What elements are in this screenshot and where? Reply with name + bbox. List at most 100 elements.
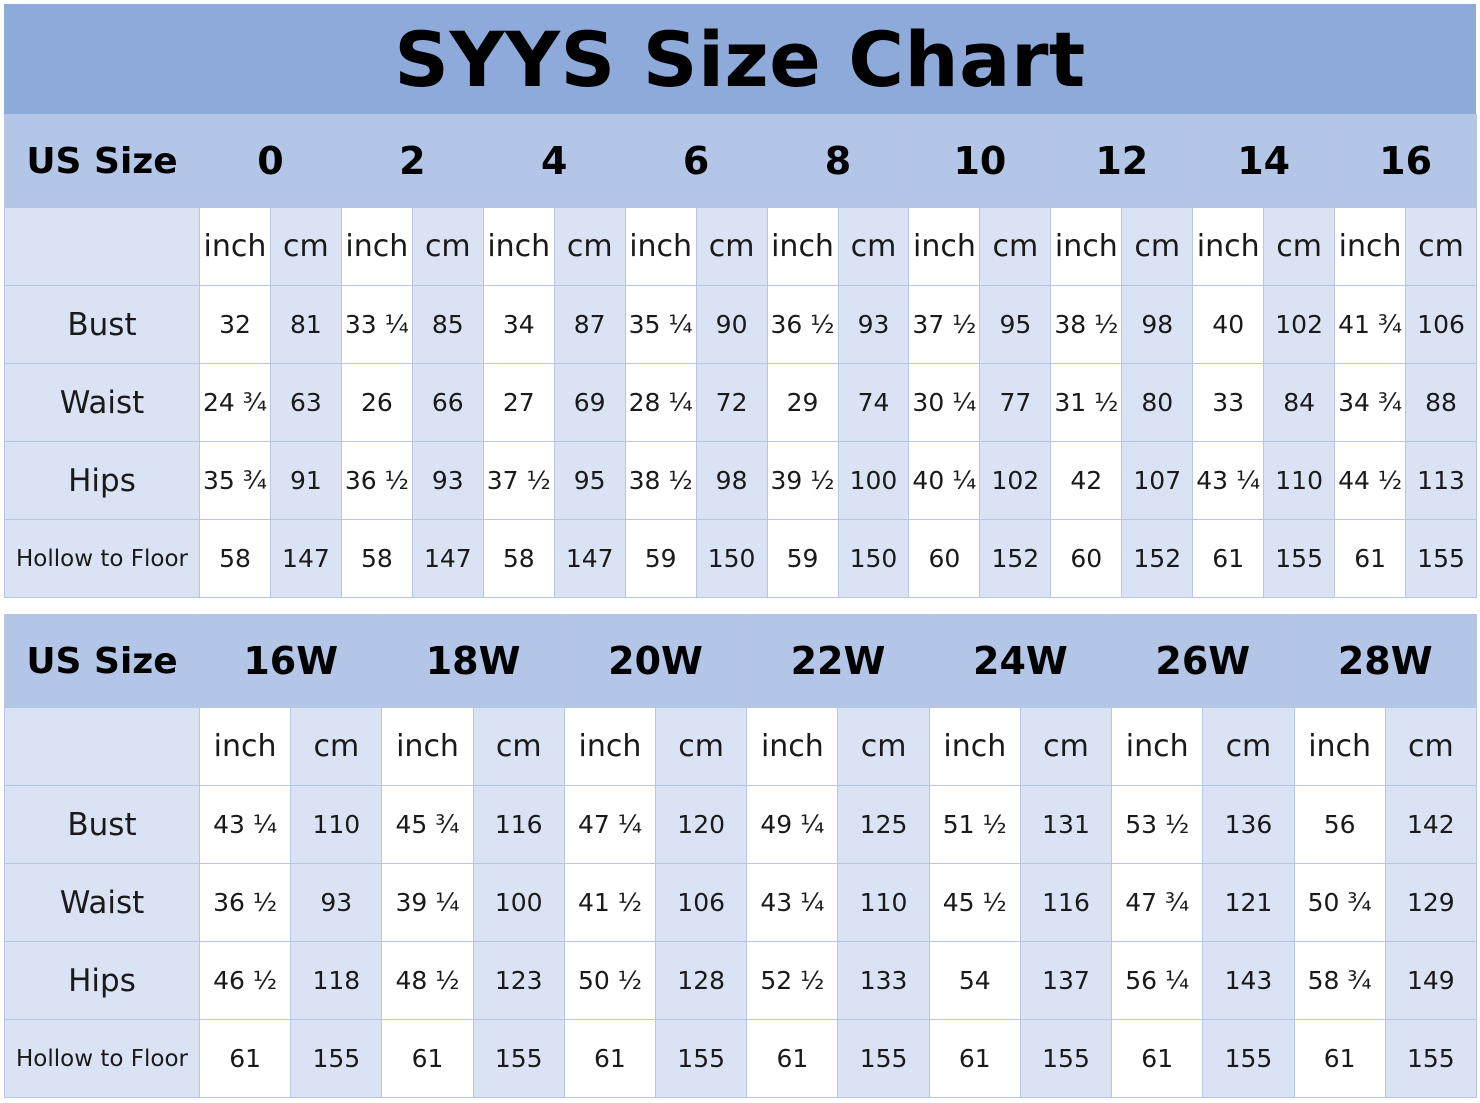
size-header-cell: 16W [198,614,383,708]
cm-value-cell: 100 [472,863,565,942]
inch-value-cell: 50 ¾ [1293,863,1386,942]
inch-value-cell: 49 ¼ [746,785,839,864]
unit-header-row: inch cm inch cm inch cm inch cm inch cm inch cm inch… [4,707,1477,786]
cm-value-cell: 121 [1202,863,1295,942]
cm-value-cell: 74 [837,363,910,442]
unit-cm-cell: cm [1019,707,1113,786]
inch-value-cell: 52 ½ [746,941,839,1020]
inch-value-cell: 58 ¾ [1293,941,1386,1020]
cm-value-cell: 136 [1202,785,1295,864]
inch-value-cell: 27 [482,363,555,442]
cm-value-cell: 129 [1384,863,1477,942]
measurement-row: Bust 43 ¼ 110 45 ¾ 116 47 ¼ 120 49 ¼ 125 51 ½ 131 5… [4,785,1477,864]
inch-value-cell: 54 [928,941,1021,1020]
cm-value-cell: 120 [655,785,748,864]
inch-value-cell: 46 ½ [198,941,292,1020]
cm-value-cell: 93 [837,285,910,364]
cm-value-cell: 110 [1263,441,1336,520]
cm-value-cell: 147 [411,519,484,598]
inch-value-cell: 28 ¼ [624,363,697,442]
cm-value-cell: 90 [695,285,768,364]
unit-inch-cell: inch [340,207,413,286]
unit-inch-cell: inch [199,207,271,286]
unit-cm-cell: cm [1202,707,1295,786]
cm-value-cell: 128 [655,941,748,1020]
measurement-label: Bust [4,285,200,364]
cm-value-cell: 155 [837,1019,930,1098]
inch-value-cell: 38 ½ [624,441,697,520]
unit-inch-cell: inch [198,707,292,786]
cm-value-cell: 143 [1202,941,1295,1020]
cm-value-cell: 98 [695,441,768,520]
cm-value-cell: 77 [979,363,1052,442]
size-table-plus: US Size 16W 18W 20W 22W 24W 26W 28W inch cm inch cm… [4,614,1477,1098]
inch-value-cell: 61 [1111,1019,1204,1098]
cm-value-cell: 147 [553,519,626,598]
cm-value-cell: 69 [553,363,626,442]
measurement-row: Hips 46 ½ 118 48 ½ 123 50 ½ 128 52 ½ 133 54 137 56 … [4,941,1477,1020]
cm-value-cell: 155 [472,1019,565,1098]
cm-value-cell: 85 [411,285,484,364]
size-header-cell: 24W [928,614,1113,708]
cm-value-cell: 93 [411,441,484,520]
measurement-row: Waist 36 ½ 93 39 ¼ 100 41 ½ 106 43 ¼ 110 45 ½ 116 4… [4,863,1477,942]
size-header-cell: 4 [482,114,626,208]
inch-value-cell: 36 ½ [340,441,413,520]
unit-cm-cell: cm [837,707,930,786]
inch-value-cell: 50 ½ [563,941,657,1020]
size-header-cell: 2 [340,114,484,208]
cm-value-cell: 149 [1384,941,1477,1020]
inch-value-cell: 51 ½ [928,785,1021,864]
cm-value-cell: 63 [269,363,342,442]
cm-value-cell: 81 [269,285,342,364]
cm-value-cell: 95 [553,441,626,520]
cm-value-cell: 131 [1019,785,1113,864]
unit-inch-cell: inch [1111,707,1204,786]
cm-value-cell: 98 [1121,285,1194,364]
measurement-row: Hollow to Floor 58 147 58 147 58 147 59 150 59 150… [4,519,1478,598]
cm-value-cell: 110 [837,863,930,942]
cm-value-cell: 155 [1405,519,1478,598]
cm-value-cell: 95 [979,285,1052,364]
unit-cm-cell: cm [695,207,768,286]
inch-value-cell: 35 ¾ [199,441,271,520]
inch-value-cell: 43 ¼ [1192,441,1265,520]
inch-value-cell: 26 [340,363,413,442]
cm-value-cell: 106 [655,863,748,942]
unit-cm-cell: cm [1121,207,1194,286]
cm-value-cell: 102 [979,441,1052,520]
inch-value-cell: 33 ¼ [340,285,413,364]
inch-value-cell: 61 [1192,519,1265,598]
inch-value-cell: 60 [1050,519,1123,598]
inch-value-cell: 61 [563,1019,657,1098]
measurement-label: Hips [4,441,200,520]
cm-value-cell: 133 [837,941,930,1020]
cm-value-cell: 147 [269,519,342,598]
measurement-row: Bust 32 81 33 ¼ 85 34 87 35 ¼ 90 36 ½ 93 37 ½ 95 38 ½… [4,285,1478,364]
inch-value-cell: 38 ½ [1050,285,1123,364]
unit-cm-cell: cm [411,207,484,286]
cm-value-cell: 155 [1384,1019,1477,1098]
cm-value-cell: 116 [472,785,565,864]
measurement-label: Waist [4,363,200,442]
unit-cm-cell: cm [655,707,748,786]
unit-cm-cell: cm [979,207,1052,286]
size-header-cell: 0 [199,114,342,208]
inch-value-cell: 56 ¼ [1111,941,1204,1020]
unit-inch-cell: inch [563,707,657,786]
inch-value-cell: 32 [199,285,271,364]
unit-inch-cell: inch [908,207,981,286]
inch-value-cell: 56 [1293,785,1386,864]
cm-value-cell: 113 [1405,441,1478,520]
unit-cm-cell: cm [553,207,626,286]
chart-title-bar: SYYS Size Chart [4,4,1476,114]
inch-value-cell: 37 ½ [908,285,981,364]
size-header-cell: 20W [563,614,748,708]
inch-value-cell: 61 [1293,1019,1386,1098]
inch-value-cell: 59 [766,519,839,598]
size-header-cell: 18W [381,614,565,708]
cm-value-cell: 137 [1019,941,1113,1020]
unit-inch-cell: inch [1293,707,1386,786]
inch-value-cell: 53 ½ [1111,785,1204,864]
